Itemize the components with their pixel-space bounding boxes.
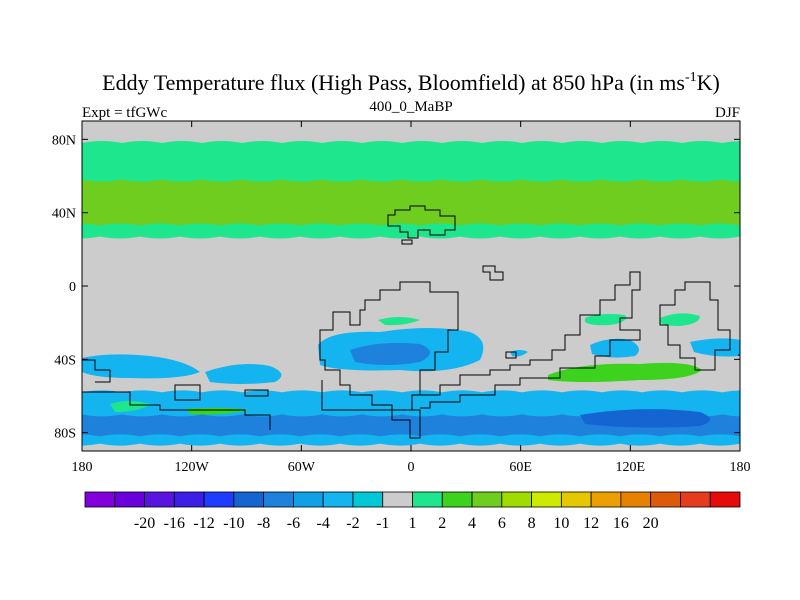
colorbar: -20 -16 -12 -10 -8 -6 -4 -2 -1 1 2 4 6 8 10 12 16 20 xyxy=(84,491,741,532)
colorbar-label: -8 xyxy=(257,515,270,532)
coastline-australia xyxy=(659,281,731,371)
experiment-label: Expt = tfGWc xyxy=(82,105,167,121)
coastline-south-america xyxy=(319,281,459,439)
colorbar-swatch xyxy=(382,491,413,508)
flux-blob-pacific-green xyxy=(110,401,150,412)
colorbar-label: -1 xyxy=(376,515,389,532)
x-tick-label: 60E xyxy=(509,460,532,475)
flux-blob-australia xyxy=(690,338,740,357)
colorbar-swatch xyxy=(84,491,116,508)
season-label: DJF xyxy=(715,105,740,121)
x-tick-label: 180 xyxy=(72,460,93,475)
colorbar-label: -10 xyxy=(223,515,244,532)
coastline-west-pacific-2 xyxy=(174,384,201,401)
flux-bands xyxy=(82,141,740,446)
flux-blob-south-atlantic-core xyxy=(350,342,430,365)
coastline-pacific-shelf-2 xyxy=(244,389,269,397)
y-tick-label: 40N xyxy=(52,207,76,222)
x-axis: 180 120W 60W 0 60E 120E 180 xyxy=(72,121,751,475)
period-label: 400_0_MaBP xyxy=(369,99,452,115)
colorbar-swatch xyxy=(114,491,145,508)
coastline-island-2 xyxy=(505,351,517,359)
coastline-europe-small xyxy=(401,239,413,245)
colorbar-swatch xyxy=(471,491,503,508)
flux-blob-indian-green xyxy=(585,314,626,326)
colorbar-swatch xyxy=(441,491,473,508)
colorbar-label: -4 xyxy=(317,515,330,532)
x-tick-label: 180 xyxy=(730,460,751,475)
coastlines xyxy=(82,205,740,439)
x-tick-label: 0 xyxy=(408,460,415,475)
colorbar-swatch xyxy=(709,491,741,508)
flux-blob-indian xyxy=(590,338,639,358)
coastline-north-africa-europe xyxy=(387,205,456,239)
colorbar-swatch xyxy=(501,491,532,508)
colorbar-swatch xyxy=(620,491,652,508)
colorbar-label: 6 xyxy=(498,515,506,532)
colorbar-label: 1 xyxy=(409,515,417,532)
map-field xyxy=(82,121,740,451)
colorbar-swatch xyxy=(650,491,681,508)
y-tick-label: 80S xyxy=(54,427,76,442)
colorbar-label: 20 xyxy=(643,515,659,532)
y-tick-label: 80N xyxy=(52,133,76,148)
colorbar-label: -12 xyxy=(193,515,214,532)
coastline-island-1 xyxy=(482,265,504,281)
colorbar-label: -2 xyxy=(346,515,359,532)
coastline-west-pacific-1 xyxy=(82,359,111,383)
coastline-africa xyxy=(420,271,641,409)
colorbar-label: 16 xyxy=(613,515,629,532)
y-axis: 80N 40N 0 40S 80S xyxy=(52,133,740,442)
x-tick-label: 60W xyxy=(288,460,316,475)
colorbar-swatch xyxy=(352,491,384,508)
chart-title: Eddy Temperature flux (High Pass, Bloomf… xyxy=(102,70,720,95)
coastline-island-3 xyxy=(738,354,740,380)
colorbar-swatch xyxy=(263,491,294,508)
coastline-antarctic-peninsula xyxy=(321,380,413,411)
y-tick-label: 40S xyxy=(54,353,76,368)
colorbar-label: 10 xyxy=(553,515,569,532)
flux-blob-south-pacific-2 xyxy=(205,364,282,384)
colorbar-label: -6 xyxy=(287,515,300,532)
colorbar-swatch xyxy=(233,491,265,508)
x-tick-label: 120W xyxy=(175,460,210,475)
flux-blob-atlantic-green xyxy=(378,317,420,326)
colorbar-swatch xyxy=(173,491,205,508)
colorbar-label: 4 xyxy=(468,515,476,532)
colorbar-swatch xyxy=(144,491,175,508)
colorbar-swatch xyxy=(680,491,711,508)
colorbar-swatch xyxy=(590,491,622,508)
flux-blob-pacific-green-2 xyxy=(186,407,250,415)
colorbar-label: -20 xyxy=(134,515,155,532)
colorbar-label: 2 xyxy=(438,515,446,532)
colorbar-swatch xyxy=(531,491,562,508)
colorbar-swatch xyxy=(560,491,592,508)
flux-blob-australia-green xyxy=(660,313,700,326)
coastline-pacific-shelf xyxy=(82,391,271,430)
colorbar-swatch xyxy=(412,491,443,508)
band-sh-mid-blue xyxy=(82,414,740,437)
band-nh-green xyxy=(82,179,740,226)
colorbar-swatch xyxy=(203,491,235,508)
flux-blob-sh-deep xyxy=(580,409,710,428)
colorbar-swatch xyxy=(322,491,354,508)
colorbar-label: -16 xyxy=(164,515,185,532)
y-tick-label: 0 xyxy=(69,280,76,295)
colorbar-label: 8 xyxy=(528,515,536,532)
colorbar-label: 12 xyxy=(583,515,599,532)
colorbar-swatch xyxy=(293,491,324,508)
flux-blob-south-pacific xyxy=(82,354,200,379)
x-tick-label: 120E xyxy=(616,460,646,475)
